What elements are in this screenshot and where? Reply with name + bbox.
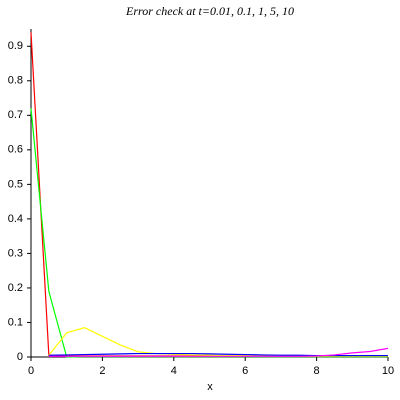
- x-tick-label: 8: [314, 365, 320, 377]
- y-tick-label: 0.1: [8, 316, 23, 328]
- y-tick-label: 0.6: [8, 144, 23, 156]
- y-tick-label: 0: [17, 351, 23, 363]
- y-tick-label: 0.2: [8, 282, 23, 294]
- x-tick-label: 2: [99, 365, 105, 377]
- y-tick-label: 0.3: [8, 247, 23, 259]
- y-tick-label: 0.7: [8, 109, 23, 121]
- x-axis-label: x: [207, 381, 213, 393]
- chart-title: Error check at t=0.01, 0.1, 1, 5, 10: [125, 4, 294, 18]
- x-tick-label: 0: [28, 365, 34, 377]
- y-tick-label: 0.5: [8, 178, 23, 190]
- y-tick-label: 0.8: [8, 75, 23, 87]
- series-line: [30, 32, 388, 357]
- x-tick-label: 6: [242, 365, 248, 377]
- x-tick-label: 4: [171, 365, 177, 377]
- y-tick-label: 0.4: [8, 213, 23, 225]
- series-line: [48, 347, 389, 357]
- x-tick-label: 10: [382, 365, 394, 377]
- series-line: [48, 327, 388, 357]
- y-tick-label: 0.9: [8, 40, 23, 52]
- series-line: [30, 108, 388, 358]
